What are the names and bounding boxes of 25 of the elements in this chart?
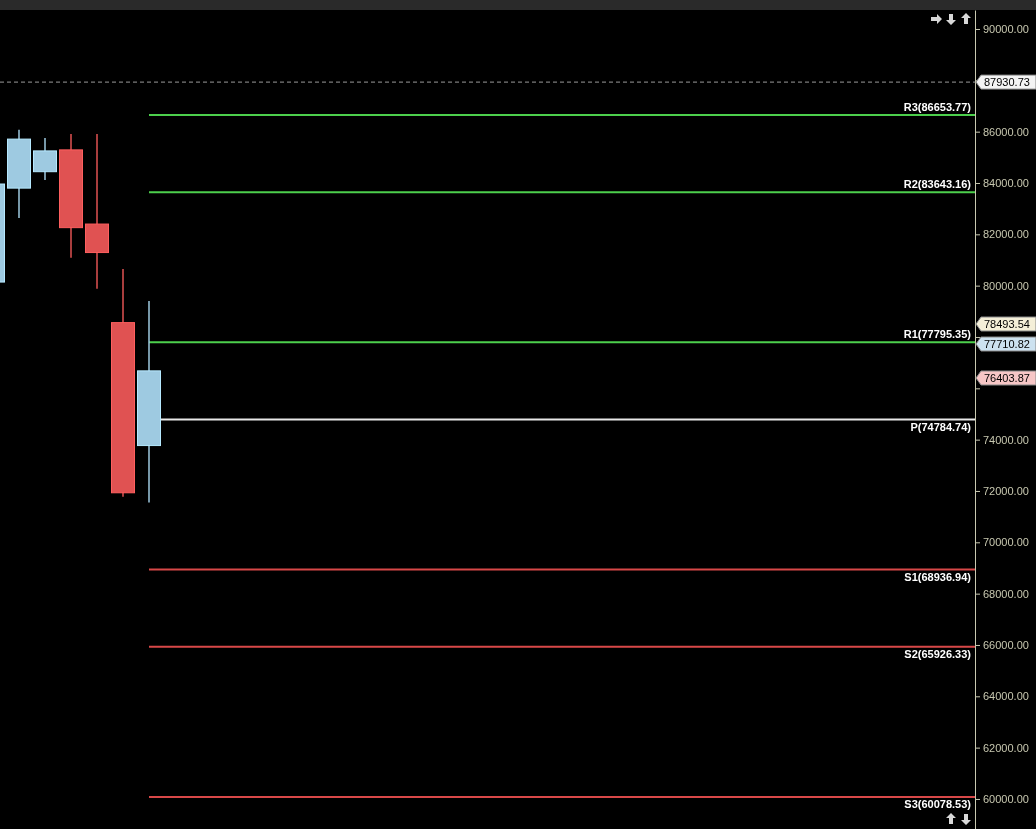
y-tick-label: 86000.00 <box>983 125 1029 138</box>
y-tick-label: 70000.00 <box>983 536 1029 549</box>
y-tick-label: 80000.00 <box>983 279 1029 292</box>
text: 76403.87 <box>984 372 1030 384</box>
y-tick-label: 72000.00 <box>983 485 1029 497</box>
y-tick-label: 62000.00 <box>983 741 1029 754</box>
ref-line-label: 87930.73 <box>984 76 1030 89</box>
text: 77710.82 <box>984 338 1030 350</box>
y-tick-label: 74000.00 <box>983 433 1029 446</box>
y-tick-label: 68000.00 <box>983 587 1029 600</box>
y-tick-label: 84000.00 <box>983 177 1029 190</box>
ref-line-label: R2(83643.16) <box>903 178 972 191</box>
ref-line-label: S2(65926.33) <box>904 647 972 660</box>
candlestick <box>33 137 57 181</box>
y-tick-label: 60000.00 <box>983 792 1029 805</box>
ref-line-label: S1(68936.94) <box>904 570 972 583</box>
ref-line-label: R3(86653.77) <box>903 100 972 113</box>
ref-line-label: P(74784.74) <box>910 420 972 433</box>
y-tick-label: 82000.00 <box>983 228 1029 241</box>
y-tick-label: 90000.00 <box>983 23 1029 36</box>
y-tick-label: 64000.00 <box>983 690 1029 703</box>
y-tick-label: 66000.00 <box>983 639 1029 651</box>
ref-line-label: R1(77795.35) <box>903 328 972 341</box>
ref-line-label: S3(60078.53) <box>904 797 972 810</box>
text: 78493.54 <box>984 318 1030 330</box>
